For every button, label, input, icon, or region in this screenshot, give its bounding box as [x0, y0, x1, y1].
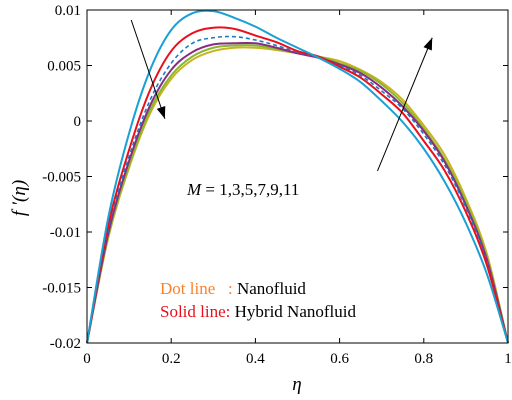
arrow-shaft: [377, 37, 433, 172]
y-axis-label: f ′(η): [9, 180, 30, 216]
y-tick-label: -0.01: [50, 225, 81, 241]
y-tick-label: 0: [74, 114, 82, 130]
parameter-annotation: M = 1,3,5,7,9,11: [186, 180, 299, 199]
arrow-shaft: [130, 19, 166, 119]
trend-arrows: [130, 19, 433, 172]
dot-line-label: Dot line: [160, 279, 215, 298]
y-tick-label: -0.02: [50, 336, 81, 352]
solid-line-separator: :: [226, 302, 235, 321]
dot-line-description: Nanofluid: [237, 279, 306, 298]
arrow-head: [423, 37, 433, 51]
series-line-4: [86, 35, 509, 344]
x-axis-ticks: 0 0.2 0.4 0.6 0.8 1: [83, 10, 512, 367]
series-line-1: [86, 9, 509, 344]
x-tick-label: 0.4: [246, 351, 265, 367]
x-tick-label: 0.2: [162, 351, 181, 367]
solid-line-description: Hybrid Nanofluid: [235, 302, 357, 321]
parameter-values: = 1,3,5,7,9,11: [201, 180, 299, 199]
dot-line-separator: :: [215, 279, 237, 298]
y-tick-label: -0.015: [42, 281, 81, 297]
x-tick-label: 0: [83, 351, 91, 367]
series-line-5: [86, 41, 509, 344]
y-tick-label: -0.005: [42, 170, 81, 186]
legend-note-dot: Dot line : Nanofluid: [160, 279, 306, 298]
parameter-symbol: M: [186, 180, 202, 199]
series-line-3: [86, 26, 509, 344]
trend-arrow-2: [377, 37, 433, 172]
trend-arrow-1: [130, 19, 166, 119]
x-axis-label: η: [292, 374, 301, 395]
solid-line-label: Solid line: [160, 302, 226, 321]
y-tick-label: 0.01: [55, 3, 81, 19]
y-tick-label: 0.005: [47, 59, 81, 75]
x-tick-label: 0.8: [414, 351, 433, 367]
arrow-head: [156, 105, 166, 119]
y-axis-ticks: -0.02 -0.015 -0.01 -0.005 0 0.005 0.01: [42, 3, 508, 352]
series-lines: [86, 9, 509, 344]
x-tick-label: 1: [504, 351, 512, 367]
legend-note-solid: Solid line: Hybrid Nanofluid: [160, 302, 356, 321]
x-tick-label: 0.6: [330, 351, 349, 367]
